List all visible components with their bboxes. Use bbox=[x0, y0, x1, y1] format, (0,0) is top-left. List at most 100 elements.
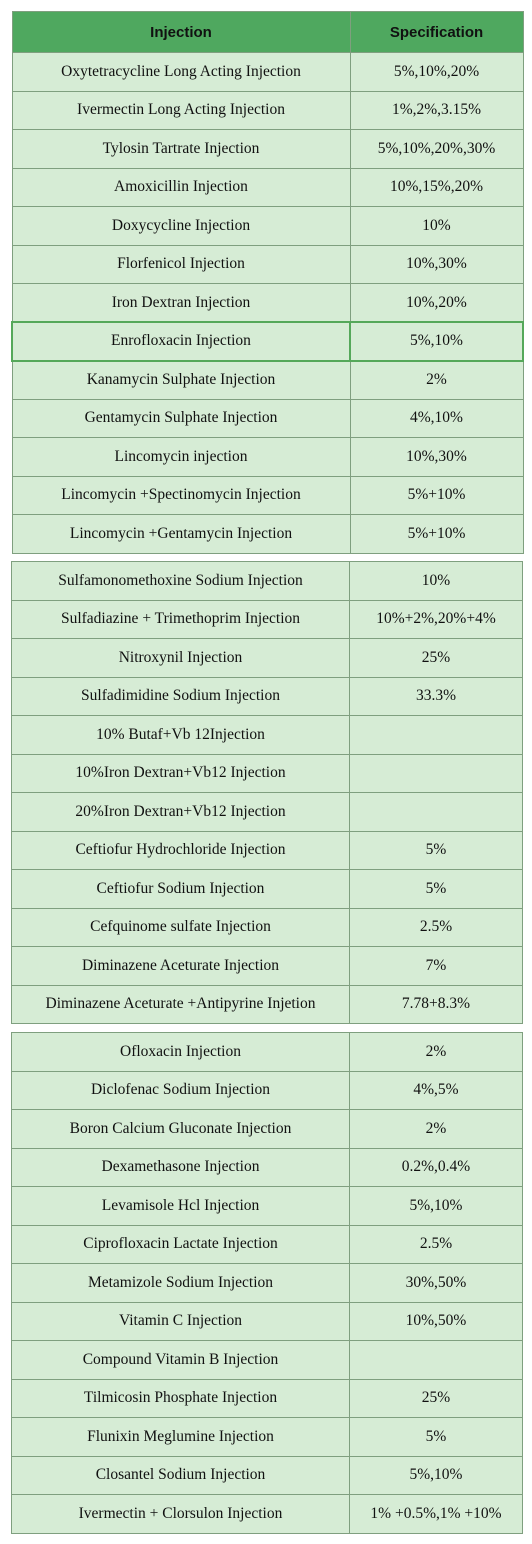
table-row: Levamisole Hcl Injection 5%,10% bbox=[11, 1186, 523, 1226]
injection-name: Metamizole Sodium Injection bbox=[11, 1263, 350, 1303]
table-row: Ivermectin + Clorsulon Injection 1% +0.5%… bbox=[11, 1494, 523, 1534]
specification-value: 30%,50% bbox=[349, 1263, 523, 1303]
specification-value: 25% bbox=[349, 1378, 523, 1418]
table-row: Dexamethasone Injection 0.2%,0.4% bbox=[11, 1147, 523, 1187]
injection-name: Nitroxynil Injection bbox=[11, 638, 350, 678]
injection-name: 20%Iron Dextran+Vb12 Injection bbox=[11, 792, 350, 832]
injection-name: Oxytetracycline Long Acting Injection bbox=[11, 52, 351, 92]
specification-value: 5% bbox=[349, 1417, 523, 1457]
injection-name: Lincomycin +Gentamycin Injection bbox=[11, 514, 351, 554]
table-row: Ivermectin Long Acting Injection 1%,2%,3.… bbox=[11, 90, 524, 130]
table-row: 10%Iron Dextran+Vb12 Injection bbox=[11, 753, 523, 793]
table-row: Vitamin C Injection 10%,50% bbox=[11, 1301, 523, 1341]
specification-value: 10%,30% bbox=[349, 244, 524, 284]
table-row: Oxytetracycline Long Acting Injection 5%,… bbox=[11, 52, 524, 92]
specification-value: 5%,10% bbox=[349, 321, 524, 362]
specification-value bbox=[349, 792, 523, 832]
injection-name: Amoxicillin Injection bbox=[11, 167, 351, 207]
specification-value bbox=[349, 715, 523, 755]
injection-name: Doxycycline Injection bbox=[11, 206, 351, 246]
table-row: Boron Calcium Gluconate Injection 2% bbox=[11, 1109, 523, 1149]
injection-name: Cefquinome sulfate Injection bbox=[11, 907, 350, 947]
specification-value bbox=[349, 1340, 523, 1380]
table-row: Enrofloxacin Injection 5%,10% bbox=[11, 321, 524, 362]
specification-value: 10%,20% bbox=[349, 283, 524, 323]
injection-name: Enrofloxacin Injection bbox=[11, 321, 351, 362]
table-row: Sulfamonomethoxine Sodium Injection 10% bbox=[11, 561, 523, 601]
specification-value: 10% bbox=[349, 206, 524, 246]
specification-value: 4%,5% bbox=[349, 1070, 523, 1110]
injection-name: Diminazene Aceturate +Antipyrine Injetio… bbox=[11, 984, 350, 1024]
injection-name: Flunixin Meglumine Injection bbox=[11, 1417, 350, 1457]
specification-value: 2.5% bbox=[349, 1224, 523, 1264]
injection-name: Diminazene Aceturate Injection bbox=[11, 946, 350, 986]
injection-name: Sulfadiazine + Trimethoprim Injection bbox=[11, 599, 350, 639]
specification-value: 10%,30% bbox=[349, 437, 524, 477]
injection-name: Ivermectin + Clorsulon Injection bbox=[11, 1494, 350, 1534]
injection-name: Tilmicosin Phosphate Injection bbox=[11, 1378, 350, 1418]
specification-value: 5% bbox=[349, 830, 523, 870]
specification-value: 5%,10% bbox=[349, 1455, 523, 1495]
specification-value: 5%,10%,20%,30% bbox=[349, 129, 524, 169]
specification-value: 0.2%,0.4% bbox=[349, 1147, 523, 1187]
injection-name: Compound Vitamin B Injection bbox=[11, 1340, 350, 1380]
specification-value: 7% bbox=[349, 946, 523, 986]
injection-name: Sulfadimidine Sodium Injection bbox=[11, 676, 350, 716]
table-row: Iron Dextran Injection 10%,20% bbox=[11, 283, 524, 323]
specification-value: 5%,10%,20% bbox=[349, 52, 524, 92]
specification-value: 10%,15%,20% bbox=[349, 167, 524, 207]
injection-name: Diclofenac Sodium Injection bbox=[11, 1070, 350, 1110]
table-row: Closantel Sodium Injection 5%,10% bbox=[11, 1455, 523, 1495]
table-row: Diminazene Aceturate +Antipyrine Injetio… bbox=[11, 984, 523, 1024]
table-row: Lincomycin injection 10%,30% bbox=[11, 437, 524, 477]
specification-value: 1%,2%,3.15% bbox=[349, 90, 524, 130]
header-specification: Specification bbox=[349, 11, 524, 53]
specification-value: 2.5% bbox=[349, 907, 523, 947]
specification-value: 2% bbox=[349, 360, 524, 400]
injection-name: Ivermectin Long Acting Injection bbox=[11, 90, 351, 130]
specification-value bbox=[349, 753, 523, 793]
table-row: Kanamycin Sulphate Injection 2% bbox=[11, 360, 524, 400]
table-row: Ofloxacin Injection 2% bbox=[11, 1032, 523, 1072]
injection-name: Iron Dextran Injection bbox=[11, 283, 351, 323]
specification-value: 10%,50% bbox=[349, 1301, 523, 1341]
table-row: Sulfadiazine + Trimethoprim Injection 10%… bbox=[11, 599, 523, 639]
table-row: 10% Butaf+Vb 12Injection bbox=[11, 715, 523, 755]
injection-table-part-2: Sulfamonomethoxine Sodium Injection 10% Su… bbox=[11, 561, 523, 1024]
injection-name: 10% Butaf+Vb 12Injection bbox=[11, 715, 350, 755]
specification-value: 1% +0.5%,1% +10% bbox=[349, 1494, 523, 1534]
table-row: Ciprofloxacin Lactate Injection 2.5% bbox=[11, 1224, 523, 1264]
specification-value: 25% bbox=[349, 638, 523, 678]
injection-name: Florfenicol Injection bbox=[11, 244, 351, 284]
table-row: 20%Iron Dextran+Vb12 Injection bbox=[11, 792, 523, 832]
table-row: Compound Vitamin B Injection bbox=[11, 1340, 523, 1380]
table-row: Metamizole Sodium Injection 30%,50% bbox=[11, 1263, 523, 1303]
injection-name: Vitamin C Injection bbox=[11, 1301, 350, 1341]
injection-name: Tylosin Tartrate Injection bbox=[11, 129, 351, 169]
table-row: Cefquinome sulfate Injection 2.5% bbox=[11, 907, 523, 947]
table-row: Lincomycin +Gentamycin Injection 5%+10% bbox=[11, 514, 524, 554]
injection-name: Gentamycin Sulphate Injection bbox=[11, 398, 351, 438]
specification-value: 10% bbox=[349, 561, 523, 601]
table-row: Tilmicosin Phosphate Injection 25% bbox=[11, 1378, 523, 1418]
table-row: Doxycycline Injection 10% bbox=[11, 206, 524, 246]
injection-name: Ceftiofur Sodium Injection bbox=[11, 869, 350, 909]
table-row: Sulfadimidine Sodium Injection 33.3% bbox=[11, 676, 523, 716]
injection-name: Lincomycin +Spectinomycin Injection bbox=[11, 475, 351, 515]
table-row: Flunixin Meglumine Injection 5% bbox=[11, 1417, 523, 1457]
injection-name: Lincomycin injection bbox=[11, 437, 351, 477]
table-row: Lincomycin +Spectinomycin Injection 5%+10… bbox=[11, 475, 524, 515]
injection-name: 10%Iron Dextran+Vb12 Injection bbox=[11, 753, 350, 793]
table-row: Florfenicol Injection 10%,30% bbox=[11, 244, 524, 284]
specification-value: 2% bbox=[349, 1109, 523, 1149]
table-header-row: Injection Specification bbox=[11, 11, 524, 53]
injection-table-part-3: Ofloxacin Injection 2% Diclofenac Sodium I… bbox=[11, 1032, 523, 1534]
injection-name: Boron Calcium Gluconate Injection bbox=[11, 1109, 350, 1149]
injection-name: Sulfamonomethoxine Sodium Injection bbox=[11, 561, 350, 601]
table-row: Tylosin Tartrate Injection 5%,10%,20%,30% bbox=[11, 129, 524, 169]
injection-name: Kanamycin Sulphate Injection bbox=[11, 360, 351, 400]
specification-value: 33.3% bbox=[349, 676, 523, 716]
specification-value: 5%,10% bbox=[349, 1186, 523, 1226]
table-row: Ceftiofur Sodium Injection 5% bbox=[11, 869, 523, 909]
header-injection: Injection bbox=[11, 11, 351, 53]
